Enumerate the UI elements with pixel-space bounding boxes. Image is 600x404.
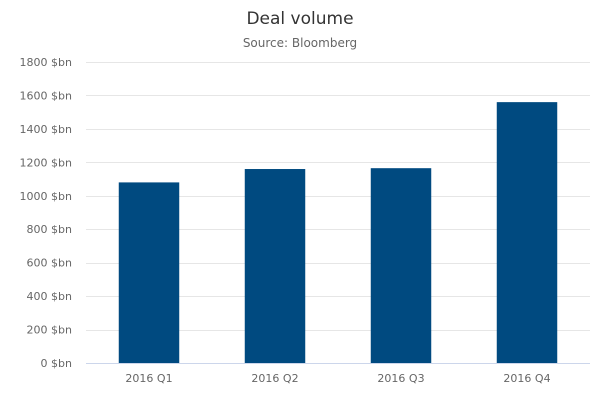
y-tick-label: 800 $bn	[27, 223, 72, 236]
x-tick-label: 2016 Q1	[125, 372, 172, 385]
bar	[370, 168, 432, 363]
y-tick-label: 1200 $bn	[20, 156, 72, 169]
bars	[118, 102, 558, 363]
bar	[118, 182, 180, 363]
y-tick-label: 400 $bn	[27, 290, 72, 303]
chart-subtitle: Source: Bloomberg	[243, 36, 357, 50]
x-tick-label: 2016 Q2	[251, 372, 298, 385]
x-tick-label: 2016 Q4	[503, 372, 550, 385]
y-tick-label: 600 $bn	[27, 257, 72, 270]
y-tick-label: 1400 $bn	[20, 123, 72, 136]
y-axis-tick-labels: 0 $bn 200 $bn 400 $bn 600 $bn 800 $bn 1000 $b…	[20, 56, 72, 370]
bar	[244, 169, 306, 363]
y-tick-label: 1000 $bn	[20, 190, 72, 203]
x-tick-label: 2016 Q3	[377, 372, 424, 385]
y-tick-label: 200 $bn	[27, 324, 72, 337]
bar	[496, 102, 558, 363]
chart-title: Deal volume	[246, 9, 353, 29]
y-tick-label: 0 $bn	[41, 357, 72, 370]
x-axis-tick-labels: 2016 Q1 2016 Q2 2016 Q3 2016 Q4	[125, 372, 550, 385]
y-tick-label: 1600 $bn	[20, 89, 72, 102]
y-tick-label: 1800 $bn	[20, 56, 72, 69]
